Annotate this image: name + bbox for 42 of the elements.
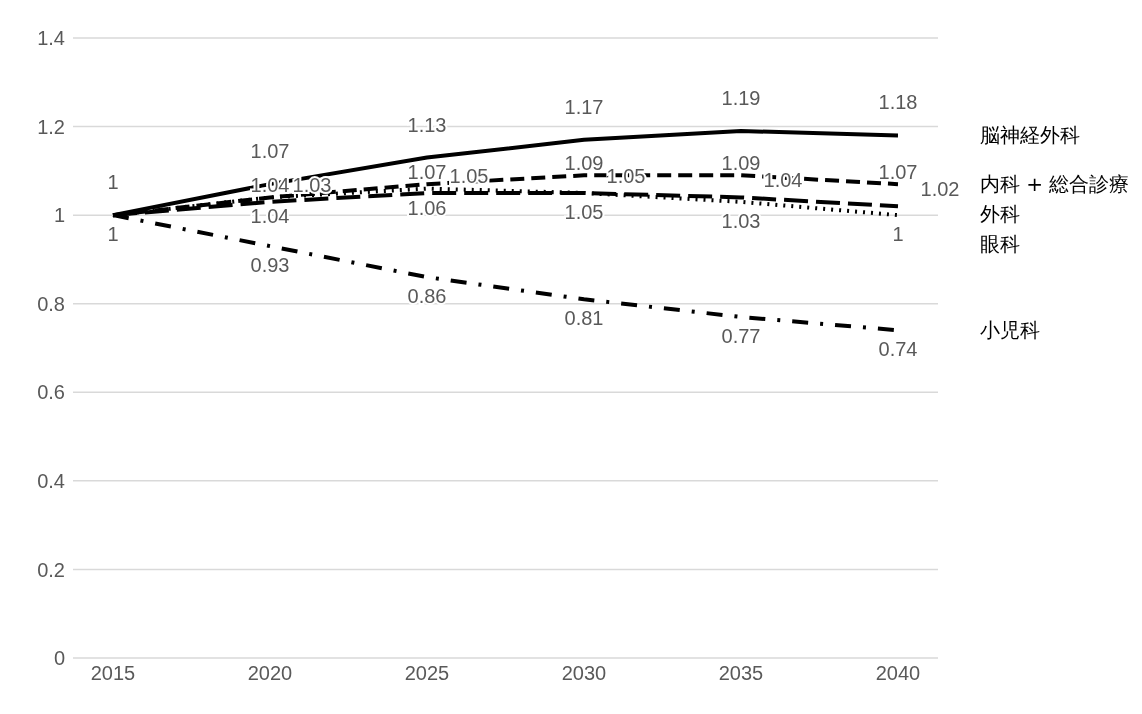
- y-tick-label: 0.4: [37, 469, 65, 492]
- text: 脳神経外科: [980, 122, 1080, 150]
- data-label: 0.86: [407, 285, 447, 308]
- x-tick-label: 2015: [90, 662, 136, 685]
- y-tick-label: 0.2: [37, 558, 65, 581]
- x-tick-label: 2020: [247, 662, 293, 685]
- data-label: 1.19: [721, 87, 761, 109]
- x-tick-label: 2035: [718, 662, 764, 685]
- data-label: 1.07: [407, 161, 447, 184]
- y-tick-label: 1.4: [37, 27, 65, 50]
- data-label: 0.93: [250, 254, 290, 277]
- data-label: 1.03: [292, 173, 332, 196]
- data-label: 1.03: [721, 209, 761, 232]
- data-label: 1.09: [564, 152, 604, 175]
- x-tick-label: 2040: [875, 662, 921, 685]
- y-tick-label: 0.6: [37, 381, 65, 404]
- data-label: 1.04: [250, 205, 290, 228]
- data-label: 1.09: [721, 152, 761, 175]
- data-label: 1.02: [920, 178, 960, 201]
- data-label: 1.18: [878, 91, 918, 114]
- data-label: 1.13: [407, 113, 447, 136]
- text: 内科 + 総合診療: [980, 171, 1130, 199]
- data-label: 1.17: [564, 95, 604, 118]
- x-tick-label: 2030: [561, 662, 607, 685]
- data-label: 1.07: [250, 140, 290, 163]
- y-tick-label: 0.8: [37, 292, 65, 315]
- text: 眼科: [980, 231, 1020, 259]
- data-label: 1.06: [407, 196, 447, 219]
- data-label: 1: [892, 223, 904, 246]
- y-tick-label: 0: [53, 647, 65, 670]
- data-label: 1.05: [564, 201, 604, 223]
- data-label: 0.77: [721, 325, 761, 347]
- x-tick-label: 2025: [404, 662, 450, 685]
- text: 小児科: [980, 317, 1040, 345]
- y-tick-label: 1: [53, 204, 65, 227]
- data-label: 1: [107, 223, 119, 246]
- data-label: 1: [107, 171, 119, 194]
- text: 外科: [980, 201, 1020, 229]
- data-label: 0.74: [878, 338, 918, 361]
- y-tick-label: 1.2: [37, 115, 65, 138]
- data-label: 0.81: [564, 307, 604, 330]
- data-label: 1.07: [878, 161, 918, 184]
